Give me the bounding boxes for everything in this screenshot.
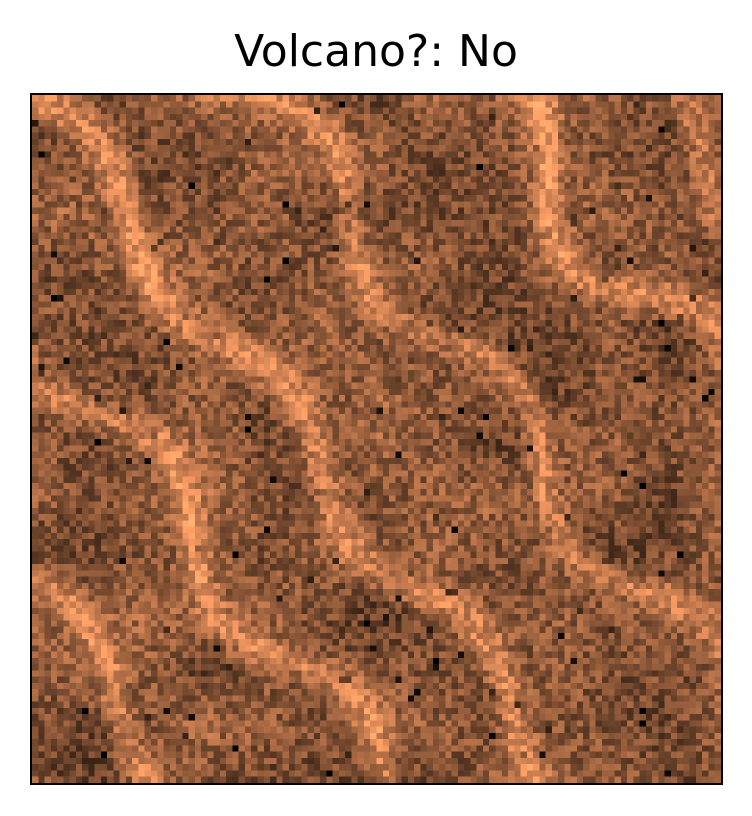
figure-title: Volcano?: No: [234, 26, 518, 77]
image-panel: [30, 93, 723, 785]
radar-terrain-image: [32, 95, 721, 783]
